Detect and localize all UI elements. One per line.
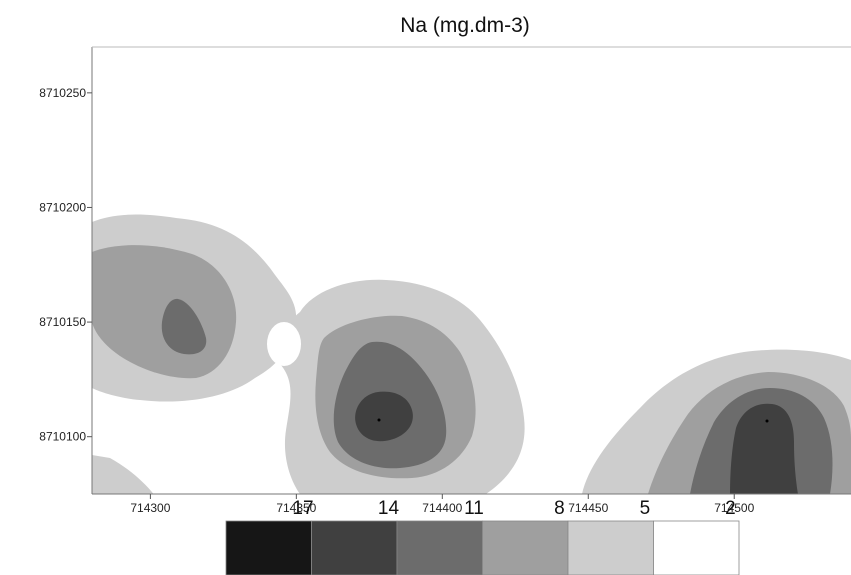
y-axis-ticks: 8710100 8710150 8710200 8710250: [39, 86, 92, 444]
legend-swatch: [482, 520, 569, 575]
contour-right-level-14: [730, 403, 798, 494]
legend-label: 2: [725, 498, 736, 519]
legend-swatch: [225, 520, 312, 575]
peak-marker-middle: [377, 418, 381, 422]
legend-swatch: [653, 520, 740, 575]
contour-middle-level-14: [355, 391, 413, 442]
legend: 17 14 11 8 5 2: [225, 498, 740, 575]
legend-label: 8: [554, 498, 565, 519]
y-tick-label: 8710150: [39, 315, 86, 329]
plot-area: [91, 46, 851, 495]
contour-left-level-11: [161, 298, 207, 355]
x-tick-label: 714400: [422, 501, 462, 515]
y-tick-label: 8710100: [39, 430, 86, 444]
contour-middle-hole: [267, 322, 301, 366]
x-axis-ticks: 714300 714350 714400 714450 714500: [130, 494, 755, 515]
legend-label: 14: [378, 498, 400, 519]
peak-marker-right: [765, 419, 769, 423]
contour-fills: [92, 214, 851, 494]
x-tick-label: 714500: [714, 501, 754, 515]
x-tick-label: 714450: [568, 501, 608, 515]
legend-swatch: [311, 520, 398, 575]
y-tick-label: 8710250: [39, 86, 86, 100]
legend-label: 5: [640, 498, 651, 519]
y-tick-label: 8710200: [39, 200, 86, 214]
x-tick-label: 714300: [130, 501, 170, 515]
legend-swatch: [396, 520, 483, 575]
x-tick-label: 714350: [276, 501, 316, 515]
legend-swatch: [567, 520, 654, 575]
legend-label: 17: [292, 498, 313, 519]
legend-label: 11: [464, 498, 484, 519]
contour-blob-lower-left-level-5: [92, 455, 154, 494]
chart-title: Na (mg.dm-3): [400, 14, 530, 37]
